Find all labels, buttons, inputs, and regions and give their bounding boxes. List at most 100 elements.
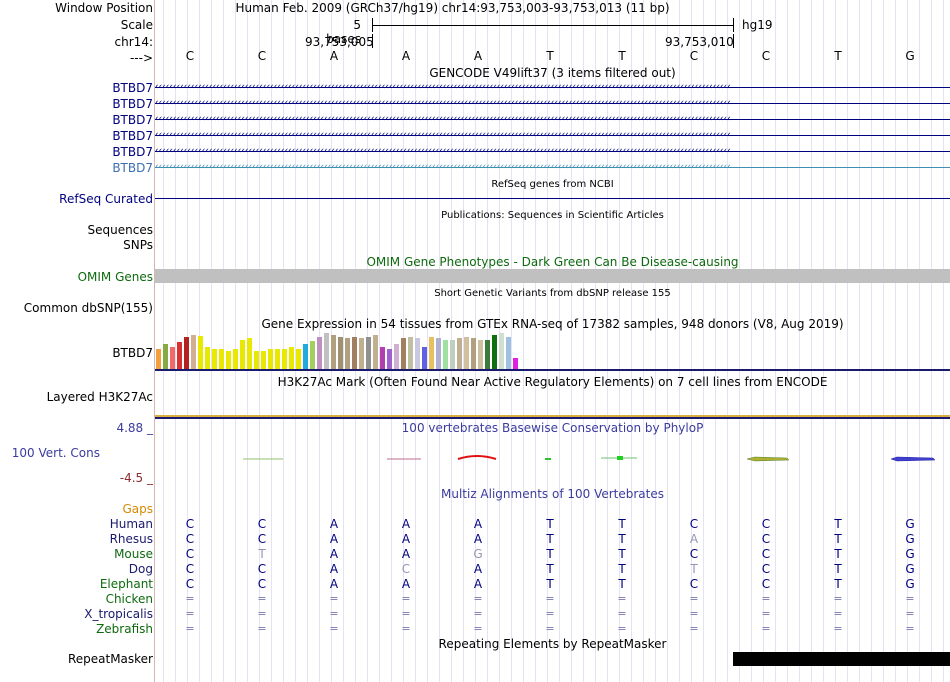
- chrom-label: chr14:: [114, 35, 153, 49]
- grid-line: [679, 0, 680, 682]
- grid-line: [787, 0, 788, 682]
- gtex-tissue-bar[interactable]: [156, 349, 161, 369]
- gaps-label[interactable]: Gaps: [122, 502, 153, 516]
- gtex-tissue-bar[interactable]: [436, 338, 441, 369]
- alignment-base: =: [545, 622, 555, 635]
- sequences-label[interactable]: Sequences: [87, 223, 153, 237]
- gtex-tissue-bar[interactable]: [408, 337, 413, 369]
- gtex-tissue-bar[interactable]: [373, 335, 378, 369]
- gtex-tissue-bar[interactable]: [240, 340, 245, 369]
- alignment-base: C: [689, 577, 699, 591]
- gtex-tissue-bar[interactable]: [345, 338, 350, 369]
- gtex-tissue-bar[interactable]: [282, 349, 287, 369]
- alignment-base: =: [617, 592, 627, 605]
- gtex-tissue-bar[interactable]: [184, 337, 189, 369]
- grid-line: [907, 0, 908, 682]
- alignment-base: C: [185, 562, 195, 576]
- gtex-tissue-bar[interactable]: [219, 349, 224, 369]
- gtex-tissue-bar[interactable]: [261, 351, 266, 369]
- dbsnp-label[interactable]: Common dbSNP(155): [23, 301, 153, 315]
- gtex-tissue-bar[interactable]: [296, 349, 301, 369]
- gtex-tissue-bar[interactable]: [177, 342, 182, 369]
- gtex-tissue-bar[interactable]: [191, 335, 196, 369]
- gtex-tissue-bar[interactable]: [310, 341, 315, 369]
- gtex-tissue-bar[interactable]: [247, 338, 252, 369]
- grid-line: [655, 0, 656, 682]
- alignment-base: C: [761, 547, 771, 561]
- gene-label-1[interactable]: BTBD7: [112, 81, 153, 95]
- alignment-base: T: [618, 517, 626, 531]
- gtex-tissue-bar[interactable]: [359, 338, 364, 369]
- browser-track-area[interactable]: Human Feb. 2009 (GRCh37/hg19) chr14:93,7…: [155, 0, 950, 682]
- gene-label-4[interactable]: BTBD7: [112, 129, 153, 143]
- gtex-tissue-bar[interactable]: [429, 337, 434, 369]
- gtex-tissue-bar[interactable]: [324, 333, 329, 369]
- gtex-tissue-bar[interactable]: [478, 340, 483, 369]
- gtex-tissue-bar[interactable]: [415, 338, 420, 369]
- gene-label-2[interactable]: BTBD7: [112, 97, 153, 111]
- gene-label-6[interactable]: BTBD7: [112, 161, 153, 175]
- grid-line: [343, 0, 344, 682]
- gtex-tissue-bar[interactable]: [352, 337, 357, 369]
- gtex-tissue-bar[interactable]: [471, 338, 476, 369]
- gtex-tissue-bar[interactable]: [387, 349, 392, 369]
- refseq-gene-line[interactable]: [155, 198, 950, 199]
- alignment-base: =: [185, 607, 195, 620]
- snps-label[interactable]: SNPs: [123, 238, 153, 252]
- repeatmasker-label[interactable]: RepeatMasker: [67, 652, 153, 666]
- gtex-tissue-bar[interactable]: [492, 335, 497, 369]
- gtex-tissue-bar[interactable]: [163, 344, 168, 369]
- strand-arrow-label: --->: [129, 51, 153, 65]
- gtex-tissue-bar[interactable]: [450, 340, 455, 369]
- gtex-tissue-bar[interactable]: [233, 349, 238, 369]
- gene-label-5[interactable]: BTBD7: [112, 145, 153, 159]
- gtex-tissue-bar[interactable]: [485, 340, 490, 369]
- gtex-tissue-bar[interactable]: [464, 337, 469, 369]
- alignment-base: A: [473, 532, 483, 546]
- gtex-tissue-bar[interactable]: [226, 351, 231, 369]
- gtex-gene-label[interactable]: BTBD7: [112, 346, 153, 360]
- gtex-tissue-bar[interactable]: [401, 338, 406, 369]
- gtex-tissue-bar[interactable]: [205, 347, 210, 369]
- gtex-tissue-bar[interactable]: [422, 347, 427, 369]
- cons-label[interactable]: 100 Vert. Cons: [11, 446, 100, 460]
- gene-model-line: [155, 119, 950, 120]
- alignment-base: G: [905, 532, 915, 546]
- gtex-tissue-bar[interactable]: [513, 358, 518, 369]
- grid-line: [883, 0, 884, 682]
- scale-label: Scale: [120, 18, 153, 32]
- alignment-base: =: [833, 592, 843, 605]
- gtex-tissue-bar[interactable]: [394, 344, 399, 369]
- gtex-tissue-bar[interactable]: [380, 347, 385, 369]
- gtex-tissue-bar[interactable]: [212, 349, 217, 369]
- phylop-mark-3: [457, 455, 497, 460]
- grid-line: [895, 0, 896, 682]
- h3k27ac-label[interactable]: Layered H3K27Ac: [46, 390, 153, 404]
- gtex-tissue-bar[interactable]: [275, 349, 280, 369]
- gtex-tissue-bar[interactable]: [506, 337, 511, 369]
- gtex-tissue-bar[interactable]: [443, 340, 448, 369]
- gtex-tissue-bar[interactable]: [254, 351, 259, 369]
- gtex-tissue-bar[interactable]: [268, 349, 273, 369]
- base-letter: C: [257, 49, 267, 63]
- gtex-tissue-bar[interactable]: [331, 335, 336, 369]
- omim-label[interactable]: OMIM Genes: [77, 270, 153, 284]
- gtex-tissue-bar[interactable]: [338, 337, 343, 369]
- alignment-base: =: [401, 607, 411, 620]
- gtex-tissue-bar[interactable]: [457, 338, 462, 369]
- omim-phenotype-bar[interactable]: [155, 269, 950, 283]
- refseq-label[interactable]: RefSeq Curated: [59, 192, 153, 206]
- repeat-title: Repeating Elements by RepeatMasker: [438, 637, 667, 651]
- gtex-tissue-bar[interactable]: [366, 337, 371, 369]
- grid-line: [847, 0, 848, 682]
- repeatmasker-element[interactable]: [733, 652, 950, 666]
- gtex-tissue-bar[interactable]: [499, 333, 504, 369]
- gtex-tissue-bar[interactable]: [317, 337, 322, 369]
- gtex-tissue-bar[interactable]: [198, 336, 203, 369]
- phylop-signal[interactable]: [155, 450, 950, 466]
- gene-label-3[interactable]: BTBD7: [112, 113, 153, 127]
- gtex-tissue-bar[interactable]: [289, 347, 294, 369]
- gtex-tissue-bar[interactable]: [170, 347, 175, 369]
- gtex-tissue-bar[interactable]: [303, 344, 308, 369]
- grid-line: [715, 0, 716, 682]
